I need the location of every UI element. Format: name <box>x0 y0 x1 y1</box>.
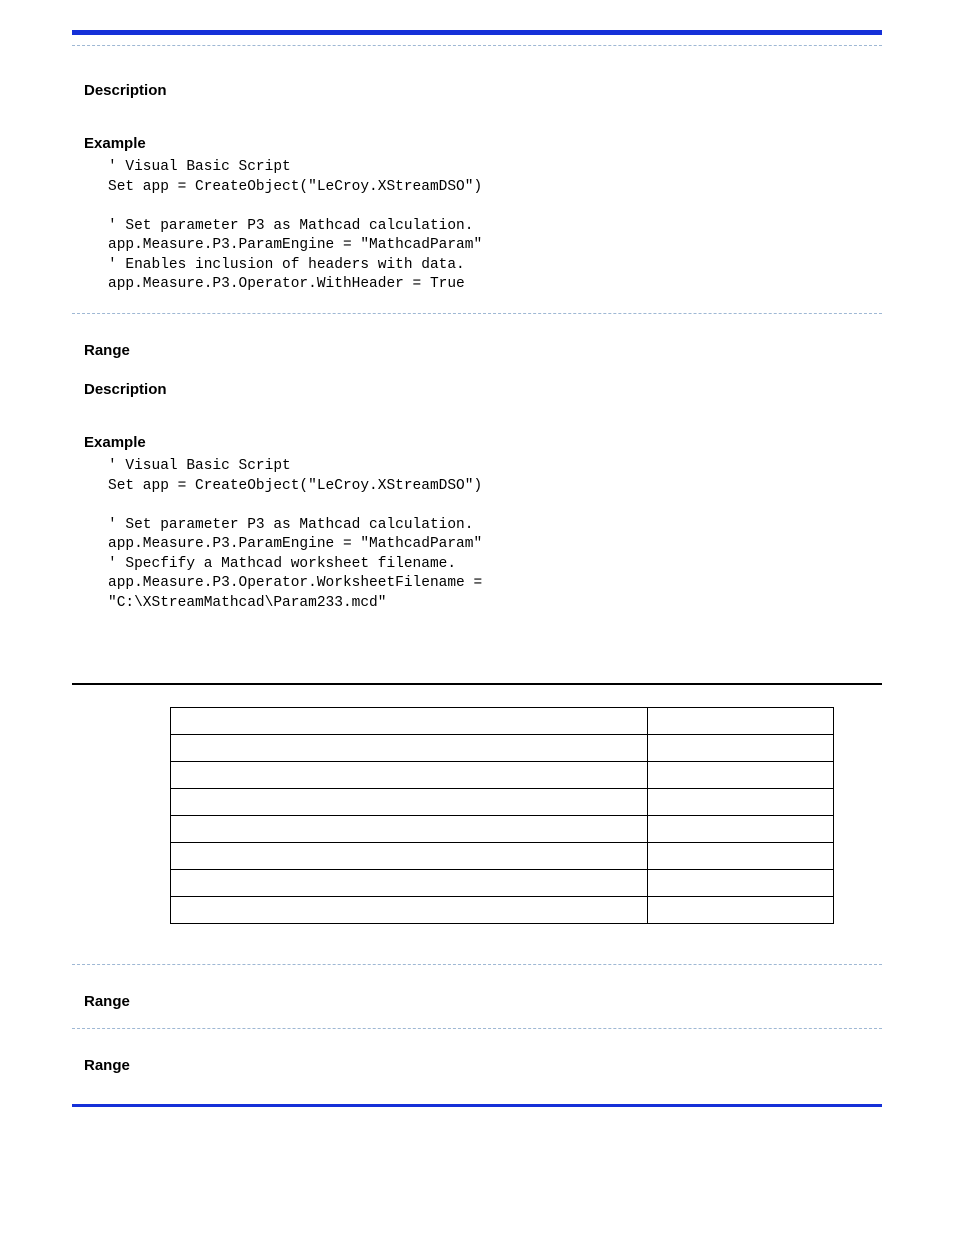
range-heading: Range <box>84 1057 882 1074</box>
table-cell <box>171 816 648 843</box>
table-cell <box>648 789 834 816</box>
table-row <box>171 816 834 843</box>
spacer <box>0 1107 954 1167</box>
dashed-separator <box>72 1028 882 1029</box>
grid-table-wrapper <box>170 707 834 924</box>
solid-separator <box>72 683 882 685</box>
table-row <box>171 897 834 924</box>
page: Description Example ' Visual Basic Scrip… <box>0 0 954 1167</box>
table-cell <box>171 843 648 870</box>
description-heading: Description <box>84 381 882 398</box>
dashed-separator <box>72 313 882 314</box>
grid-table <box>170 707 834 924</box>
table-cell <box>648 870 834 897</box>
spacer <box>0 924 954 954</box>
code-example-2: ' Visual Basic Script Set app = CreateOb… <box>108 457 882 614</box>
description-heading: Description <box>84 82 882 99</box>
table-cell <box>171 708 648 735</box>
example-heading: Example <box>84 135 882 152</box>
table-cell <box>171 762 648 789</box>
table-row <box>171 843 834 870</box>
dashed-separator <box>72 964 882 965</box>
table-row <box>171 789 834 816</box>
table-row <box>171 708 834 735</box>
table-cell <box>648 843 834 870</box>
code-example-1: ' Visual Basic Script Set app = CreateOb… <box>108 158 882 295</box>
table-row <box>171 735 834 762</box>
section-block-1: Description Example ' Visual Basic Scrip… <box>0 82 954 295</box>
range-heading: Range <box>84 993 882 1010</box>
table-cell <box>171 735 648 762</box>
table-cell <box>648 816 834 843</box>
top-rule <box>72 30 882 35</box>
dashed-separator <box>72 45 882 46</box>
table-row <box>171 762 834 789</box>
section-block-3b: Range <box>0 1057 954 1074</box>
range-heading: Range <box>84 342 882 359</box>
table-row <box>171 870 834 897</box>
table-cell <box>171 897 648 924</box>
table-cell <box>648 735 834 762</box>
table-cell <box>648 708 834 735</box>
example-heading: Example <box>84 434 882 451</box>
spacer <box>0 613 954 683</box>
section-block-2: Range Description Example ' Visual Basic… <box>0 342 954 614</box>
section-block-3a: Range <box>0 993 954 1010</box>
table-cell <box>648 762 834 789</box>
table-cell <box>171 789 648 816</box>
table-cell <box>648 897 834 924</box>
table-cell <box>171 870 648 897</box>
